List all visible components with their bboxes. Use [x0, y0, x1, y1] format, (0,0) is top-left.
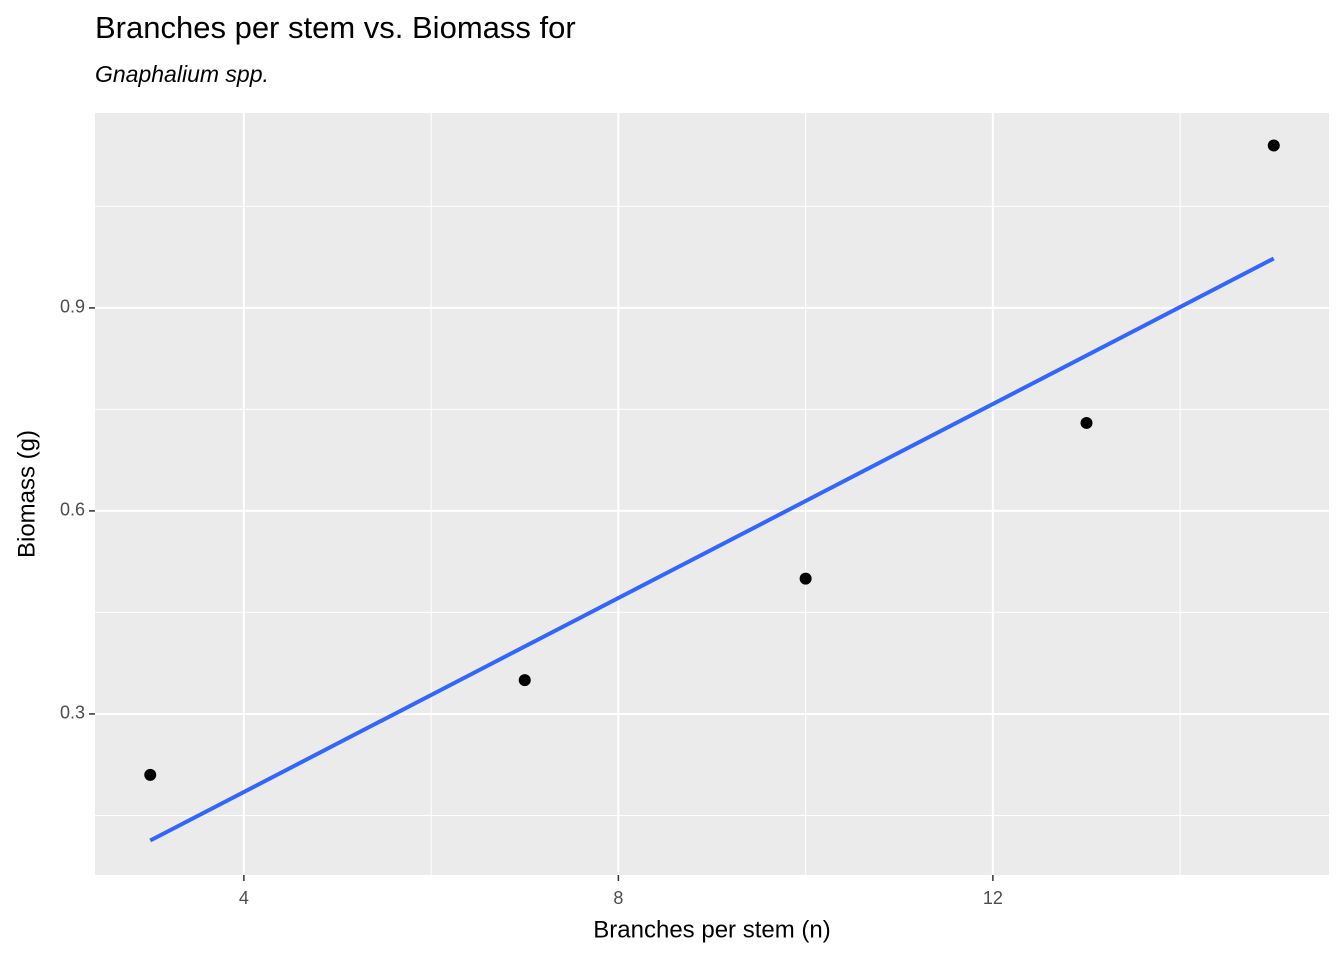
data-point: [799, 572, 812, 585]
data-point: [144, 768, 157, 781]
x-axis-label: Branches per stem (n): [593, 916, 830, 943]
chart-title: Branches per stem vs. Biomass for: [95, 10, 576, 45]
data-point: [1267, 139, 1280, 152]
y-tick-label: 0.9: [60, 297, 85, 317]
y-tick-label: 0.3: [60, 703, 85, 723]
plot-panel: [95, 113, 1329, 875]
data-point: [1080, 416, 1093, 429]
x-tick-label: 8: [613, 888, 623, 908]
x-tick-label: 4: [239, 888, 249, 908]
fit-line: [149, 256, 1275, 843]
data-point: [518, 674, 531, 687]
x-tick-label: 12: [983, 888, 1003, 908]
y-axis-label: Biomass (g): [13, 430, 40, 558]
y-tick-label: 0.6: [60, 500, 85, 520]
chart-subtitle: Gnaphalium spp.: [95, 61, 269, 87]
